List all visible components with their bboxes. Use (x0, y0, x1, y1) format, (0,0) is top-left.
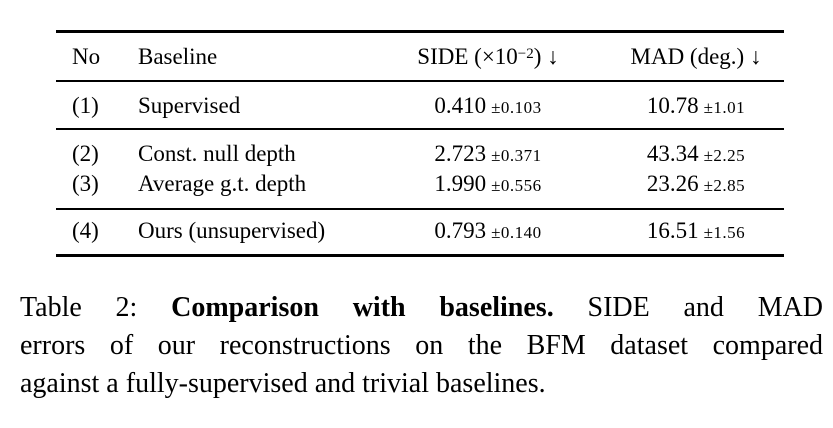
row-number: (4) (72, 218, 99, 243)
mad-value: 43.34 (646, 141, 699, 166)
table-rule-after-row3 (56, 208, 784, 210)
row-number: (2) (72, 141, 99, 166)
table-caption: Table 2: Comparison with baselines. SIDE… (20, 289, 823, 403)
baseline-name: Ours (unsupervised) (138, 218, 326, 243)
mad-uncertainty: ±2.25 (703, 146, 746, 165)
mad-uncertainty: ±2.85 (703, 176, 746, 195)
column-header-baseline: Baseline (138, 44, 218, 69)
caption-line-3: against a fully-supervised and trivial b… (20, 368, 546, 399)
side-uncertainty: ±0.371 (491, 146, 542, 165)
column-header-mad: MAD (deg.) ↓ (630, 44, 762, 69)
baseline-name: Const. null depth (138, 141, 296, 166)
table-header-row: No Baseline SIDE (×10−2) ↓ MAD (deg.) ↓ (56, 44, 784, 70)
mad-value-cell: 16.51 ±1.56 (608, 218, 784, 246)
side-header-exponent: −2 (517, 46, 534, 62)
side-uncertainty: ±0.103 (491, 98, 542, 117)
mad-value: 10.78 (646, 93, 699, 118)
table-rule-top (56, 30, 784, 33)
table-rule-after-header (56, 80, 784, 82)
column-header-side: SIDE (×10−2) ↓ (368, 44, 608, 70)
row-number: (3) (72, 171, 99, 196)
mad-value-cell: 43.34 ±2.25 (608, 141, 784, 169)
column-header-no: No (72, 44, 101, 69)
table-row: (4) Ours (unsupervised) 0.793 ±0.140 16.5… (56, 218, 784, 246)
mad-value: 16.51 (646, 218, 699, 243)
caption-label: Table 2: (20, 292, 138, 323)
mad-value: 23.26 (646, 171, 699, 196)
side-value: 2.723 (434, 141, 487, 166)
table-row: (1) Supervised 0.410 ±0.103 10.78 ±1.01 (56, 93, 784, 121)
side-value: 1.990 (434, 171, 487, 196)
mad-uncertainty: ±1.56 (703, 223, 746, 242)
side-value-cell: 1.990 ±0.556 (368, 171, 608, 199)
side-value: 0.793 (434, 218, 487, 243)
side-value-cell: 0.793 ±0.140 (368, 218, 608, 246)
baseline-name: Supervised (138, 93, 241, 118)
table-row: (3) Average g.t. depth 1.990 ±0.556 23.26… (56, 171, 784, 199)
side-value: 0.410 (434, 93, 487, 118)
side-header-prefix: SIDE (×10 (417, 44, 518, 69)
mad-value-cell: 10.78 ±1.01 (608, 93, 784, 121)
caption-line-1-rest: SIDE and MAD (587, 292, 824, 323)
baseline-name: Average g.t. depth (138, 171, 307, 196)
table-rule-after-row1 (56, 128, 784, 130)
mad-value-cell: 23.26 ±2.85 (608, 171, 784, 199)
side-header-suffix: ) ↓ (533, 44, 559, 69)
side-value-cell: 0.410 ±0.103 (368, 93, 608, 121)
side-value-cell: 2.723 ±0.371 (368, 141, 608, 169)
mad-uncertainty: ±1.01 (703, 98, 746, 117)
table-rule-bottom (56, 254, 784, 257)
side-uncertainty: ±0.140 (491, 223, 542, 242)
caption-bold-title: Comparison with baselines. (171, 292, 554, 323)
row-number: (1) (72, 93, 99, 118)
side-uncertainty: ±0.556 (491, 176, 542, 195)
table-row: (2) Const. null depth 2.723 ±0.371 43.34 ±… (56, 141, 784, 169)
caption-line-2: errors of our reconstructions on the BFM… (20, 330, 823, 361)
caption-line-1: Table 2: Comparison with baselines. SIDE… (20, 289, 823, 327)
